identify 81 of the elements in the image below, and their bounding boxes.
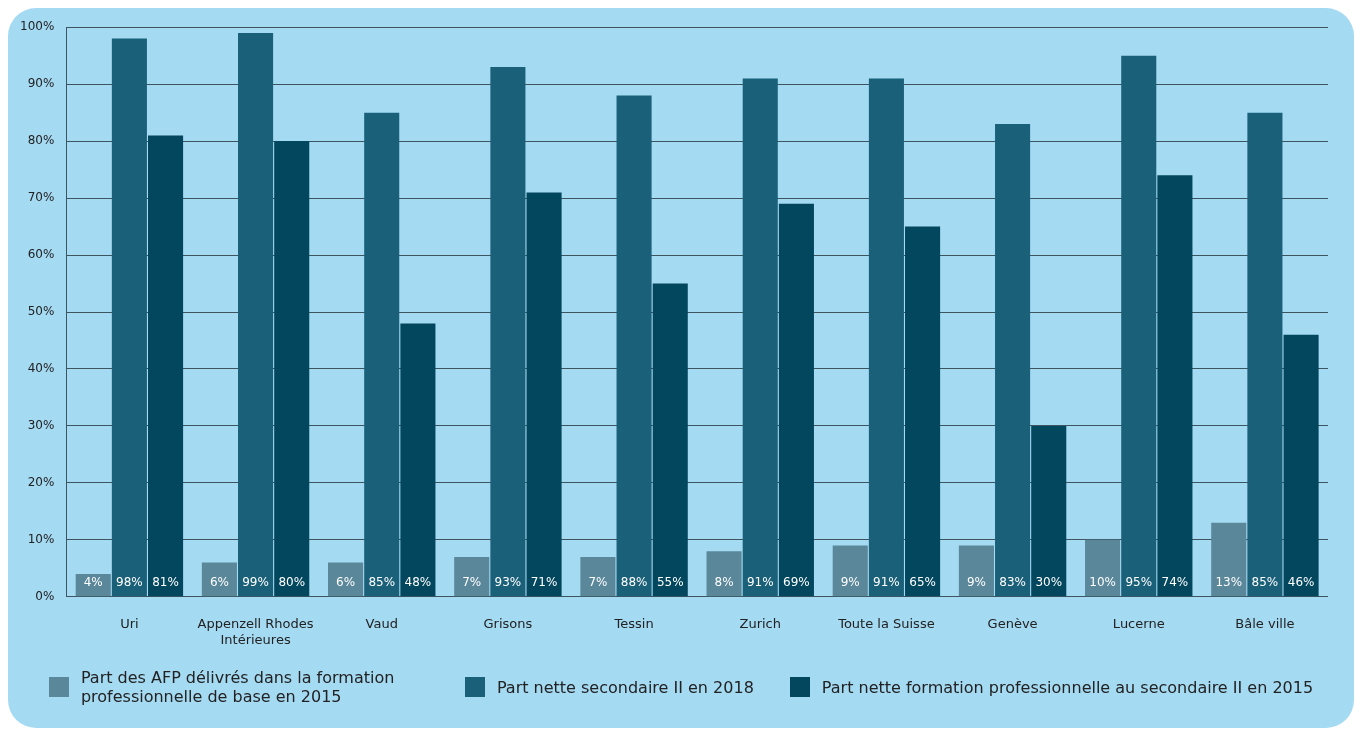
- x-tick-label: Appenzell Rhodes Intérieures: [197, 615, 314, 647]
- x-tick-label: Grisons: [483, 615, 533, 631]
- y-tick-label: 30%: [27, 418, 55, 433]
- x-tick-label: Genève: [987, 615, 1038, 631]
- legend-label: Part nette formation professionnelle au secondaire II en 2015: [821, 677, 1314, 697]
- data-label: 48%: [404, 574, 432, 589]
- data-label: 91%: [746, 574, 774, 589]
- bar: [111, 38, 147, 597]
- bar: [274, 141, 310, 597]
- bar: [238, 32, 274, 597]
- y-tick-label: 0%: [35, 588, 55, 603]
- data-label: 85%: [368, 574, 396, 589]
- data-label: 88%: [620, 574, 648, 589]
- bar: [1283, 334, 1319, 597]
- y-tick-label: 70%: [27, 190, 55, 205]
- x-tick-label: Bâle ville: [1235, 615, 1295, 631]
- data-label: 95%: [1125, 574, 1153, 589]
- data-label: 74%: [1161, 574, 1189, 589]
- bar: [742, 78, 778, 597]
- x-tick-label: Tessin: [613, 615, 654, 631]
- data-label: 13%: [1215, 574, 1243, 589]
- data-label: 71%: [530, 574, 558, 589]
- data-label: 83%: [999, 574, 1026, 589]
- bar: [1157, 175, 1193, 597]
- bar: [868, 78, 904, 597]
- bar: [1211, 522, 1247, 597]
- bar: [490, 67, 526, 597]
- data-label: 9%: [966, 574, 986, 589]
- data-label: 55%: [656, 574, 684, 589]
- y-tick-label: 40%: [27, 361, 55, 376]
- data-label: 81%: [152, 574, 179, 589]
- x-tick-label: Toute la Suisse: [837, 615, 935, 631]
- y-tick-label: 80%: [27, 133, 55, 148]
- x-tick-label: Lucerne: [1112, 615, 1165, 631]
- bar: [832, 545, 868, 597]
- bar: [580, 556, 616, 597]
- data-label: 6%: [336, 574, 356, 589]
- data-label: 93%: [494, 574, 522, 589]
- data-label: 69%: [783, 574, 810, 589]
- data-label: 7%: [588, 574, 608, 589]
- data-label: 98%: [116, 574, 143, 589]
- x-tick-label: Zurich: [739, 615, 781, 631]
- bar: [454, 556, 490, 597]
- data-label: 80%: [278, 574, 306, 589]
- bar: [905, 226, 941, 597]
- bar: [1085, 539, 1121, 597]
- bar: [652, 283, 688, 597]
- data-label: 85%: [1251, 574, 1279, 589]
- y-tick-label: 20%: [27, 475, 55, 490]
- bar: [778, 203, 814, 597]
- y-tick-label: 60%: [27, 247, 55, 262]
- data-label: 10%: [1089, 574, 1116, 589]
- bar: [958, 545, 994, 597]
- bar: [706, 551, 742, 597]
- bar: [364, 112, 400, 597]
- x-tick-label: Uri: [120, 615, 139, 631]
- data-label: 8%: [714, 574, 734, 589]
- legend-label: Part des AFP délivrés dans la formation professionnelle de base en 2015: [80, 668, 396, 706]
- bar: [1031, 425, 1067, 597]
- data-label: 65%: [909, 574, 936, 589]
- legend-label: Part nette secondaire II en 2018: [496, 677, 754, 697]
- bar: [1247, 112, 1283, 597]
- data-label: 30%: [1035, 574, 1063, 589]
- bar: [526, 192, 562, 597]
- data-label: 99%: [242, 574, 269, 589]
- bar: [616, 95, 652, 597]
- x-tick-label: Vaud: [365, 615, 398, 631]
- data-label: 9%: [840, 574, 860, 589]
- y-tick-label: 50%: [27, 304, 55, 319]
- y-tick-label: 90%: [27, 76, 55, 91]
- bar: [1121, 55, 1157, 597]
- data-label: 91%: [873, 574, 900, 589]
- bar: [995, 124, 1031, 597]
- bar: [148, 135, 184, 597]
- data-label: 4%: [83, 574, 103, 589]
- y-tick-label: 100%: [19, 19, 55, 34]
- data-label: 7%: [462, 574, 482, 589]
- y-tick-label: 10%: [27, 531, 55, 546]
- bar: [400, 323, 436, 597]
- data-label: 6%: [209, 574, 229, 589]
- data-label: 46%: [1287, 574, 1315, 589]
